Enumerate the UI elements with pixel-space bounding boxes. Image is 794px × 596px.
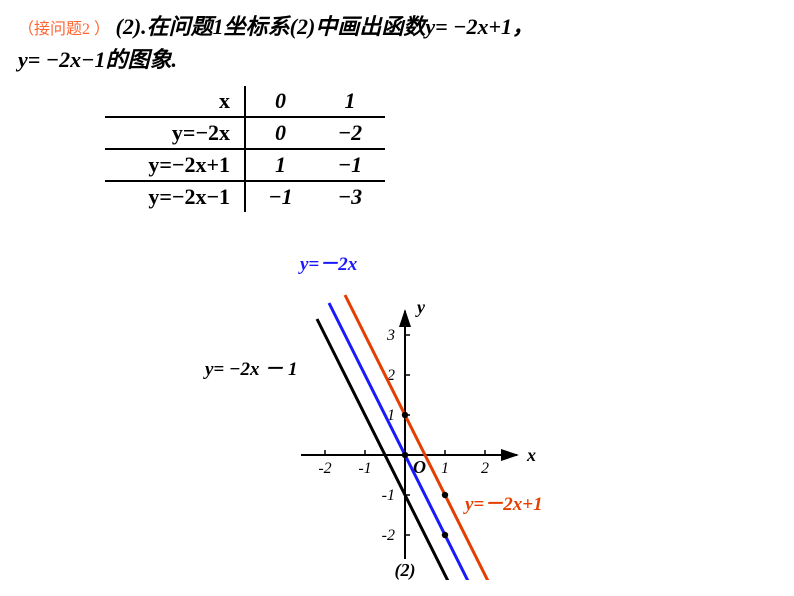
th-0: 0 <box>245 86 315 117</box>
problem-note: （接问题2 ） <box>18 21 110 38</box>
problem-text-2: y= −2x−1的图象. <box>18 47 177 72</box>
data-point <box>402 452 408 458</box>
row2-label: y=−2x+1 <box>105 149 245 181</box>
row2-c1: −1 <box>315 149 385 181</box>
coordinate-chart: -2-112-2-1123Oxyy=－2x+1y=－2xy= −2x － 1(2… <box>200 250 580 580</box>
row1-c1: −2 <box>315 117 385 149</box>
y-axis-label: y <box>415 297 426 317</box>
data-point <box>442 532 448 538</box>
th-x: x <box>105 86 245 117</box>
row2-c0: 1 <box>245 149 315 181</box>
row3-label: y=−2x−1 <box>105 181 245 212</box>
data-point <box>402 412 408 418</box>
line-label: y=－2x+1 <box>463 494 543 515</box>
data-point <box>442 492 448 498</box>
xtick-label: -1 <box>358 460 371 477</box>
ytick-label: -1 <box>382 487 395 504</box>
xtick-label: -2 <box>318 460 331 477</box>
line-y=-2x+1 <box>345 295 493 580</box>
th-1: 1 <box>315 86 385 117</box>
ytick-label: -2 <box>382 527 395 544</box>
line-label: y= −2x － 1 <box>203 359 298 380</box>
row3-c1: −3 <box>315 181 385 212</box>
row1-label: y=−2x <box>105 117 245 149</box>
x-axis-label: x <box>526 445 536 465</box>
line-y=-2x <box>329 303 469 580</box>
line-label: y=－2x <box>298 254 358 275</box>
problem-text-1: (2).在问题1坐标系(2)中画出函数y= −2x+1， <box>116 14 534 39</box>
xtick-label: 1 <box>441 460 449 477</box>
subplot-label: (2) <box>395 560 416 580</box>
row3-c0: −1 <box>245 181 315 212</box>
ytick-label: 3 <box>386 327 395 344</box>
value-table: x 0 1 y=−2x 0 −2 y=−2x+1 1 −1 y=−2x−1 −1… <box>105 86 385 212</box>
xtick-label: 2 <box>481 460 489 477</box>
row1-c0: 0 <box>245 117 315 149</box>
